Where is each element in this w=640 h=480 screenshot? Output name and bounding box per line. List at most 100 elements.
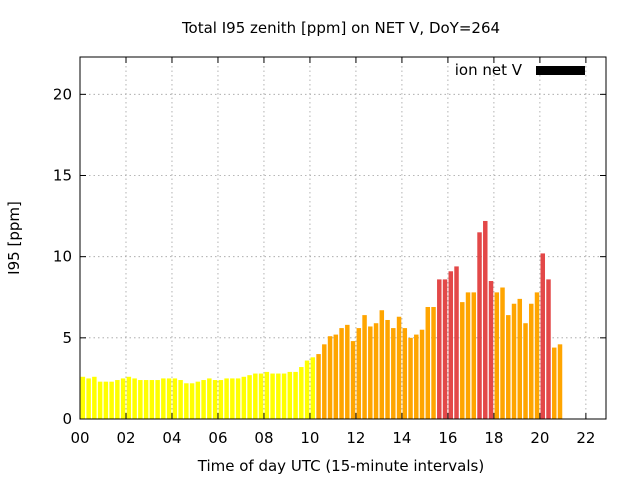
bar <box>97 381 103 419</box>
bar <box>529 303 534 419</box>
bar <box>339 328 344 419</box>
bar <box>362 315 367 419</box>
bar <box>517 298 523 419</box>
bar <box>316 354 321 419</box>
bar <box>207 378 212 419</box>
bar <box>414 334 419 419</box>
bar <box>368 326 373 419</box>
bar <box>385 319 390 419</box>
bar <box>506 315 511 419</box>
bar <box>143 380 149 419</box>
y-tick-label: 0 <box>62 410 72 428</box>
bar <box>460 302 465 419</box>
bar <box>477 232 482 419</box>
x-tick-label: 16 <box>438 429 457 447</box>
bar <box>310 357 316 419</box>
bar <box>437 279 442 419</box>
bar <box>161 378 166 419</box>
bar <box>241 376 247 419</box>
y-tick-label: 5 <box>62 329 72 347</box>
bar <box>419 329 425 419</box>
bar <box>189 383 195 419</box>
bar <box>322 344 327 419</box>
bar <box>494 292 500 419</box>
bar <box>552 347 557 419</box>
y-tick-label: 10 <box>53 248 72 266</box>
x-tick-label: 00 <box>70 429 89 447</box>
x-tick-label: 18 <box>484 429 503 447</box>
bar <box>523 323 528 419</box>
bar <box>402 328 408 419</box>
bar <box>431 306 436 419</box>
bar <box>109 381 114 419</box>
bar <box>184 383 189 419</box>
bar <box>201 380 206 419</box>
x-tick-label: 10 <box>300 429 319 447</box>
ticks: 0 5 10 15 20 00 02 04 06 08 10 12 14 16 18 20 22 <box>53 57 606 447</box>
bar <box>396 316 402 419</box>
bar <box>132 378 137 419</box>
bar <box>483 220 488 419</box>
bar <box>258 373 264 419</box>
bar <box>103 381 109 419</box>
bar <box>115 380 120 419</box>
legend-label: ion net V <box>455 61 523 79</box>
bars <box>80 220 563 419</box>
bar <box>172 378 178 419</box>
bar <box>281 373 287 419</box>
bar <box>379 310 385 419</box>
bar <box>264 371 270 419</box>
x-tick-label: 12 <box>346 429 365 447</box>
x-tick-label: 08 <box>254 429 273 447</box>
bar <box>293 371 298 419</box>
bar <box>425 306 431 419</box>
bar <box>149 380 155 419</box>
bar <box>166 378 172 419</box>
bar <box>442 279 448 419</box>
bar <box>299 367 304 419</box>
x-tick-label: 14 <box>392 429 411 447</box>
bar <box>86 378 91 419</box>
bar <box>557 344 563 419</box>
bar <box>230 378 235 419</box>
x-axis-label: Time of day UTC (15-minute intervals) <box>197 457 484 475</box>
bar <box>408 337 413 419</box>
bar <box>373 323 379 419</box>
x-tick-label: 02 <box>116 429 135 447</box>
bar <box>212 380 218 419</box>
legend: ion net V <box>455 61 585 79</box>
bar <box>270 373 275 419</box>
bar <box>276 373 281 419</box>
grid <box>80 57 606 419</box>
bar <box>391 328 396 419</box>
bar <box>350 341 356 419</box>
bar <box>465 292 471 419</box>
bar <box>327 336 333 419</box>
bar <box>92 376 97 419</box>
bar <box>253 373 258 419</box>
legend-swatch <box>536 66 585 75</box>
bar <box>500 287 505 419</box>
x-tick-label: 06 <box>208 429 227 447</box>
bar <box>333 334 339 419</box>
bar <box>224 378 229 419</box>
bar <box>80 376 86 419</box>
x-tick-label: 22 <box>576 429 595 447</box>
bar <box>304 360 310 419</box>
bar <box>454 266 459 419</box>
bar <box>546 279 551 419</box>
bar <box>287 371 293 419</box>
bar <box>534 292 540 419</box>
plot-frame <box>79 56 607 420</box>
bar <box>540 253 545 419</box>
bar <box>247 375 252 419</box>
y-axis-label: I95 [ppm] <box>5 201 23 275</box>
x-tick-label: 04 <box>162 429 181 447</box>
bar <box>178 380 183 419</box>
y-tick-label: 20 <box>53 85 72 103</box>
bar <box>126 376 132 419</box>
bar <box>155 380 160 419</box>
bar <box>195 381 201 419</box>
bar <box>138 380 143 419</box>
